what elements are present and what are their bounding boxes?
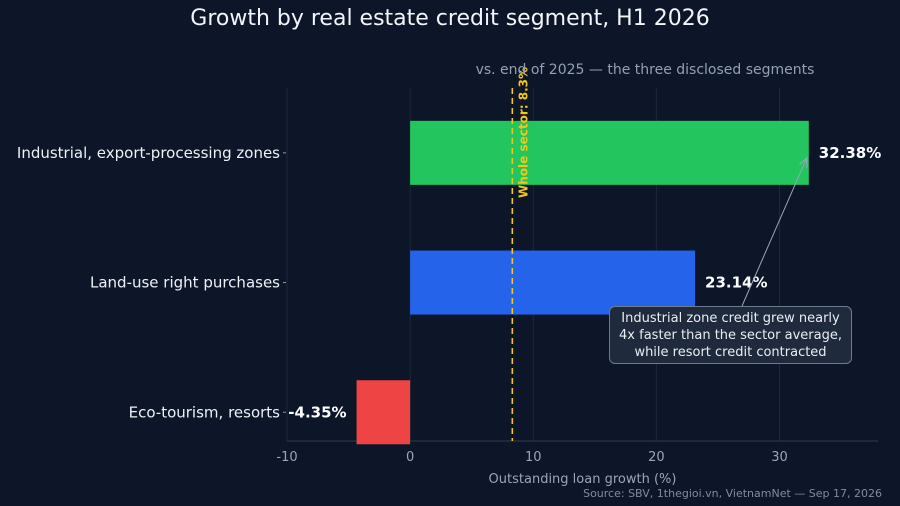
x-tick-label-0: -10 xyxy=(276,450,297,465)
bar-2 xyxy=(356,380,411,445)
x-axis-label: Outstanding loan growth (%) xyxy=(489,472,677,487)
x-tick-label-4: 30 xyxy=(771,450,788,465)
value-label-1: 23.14% xyxy=(705,274,767,292)
x-tick-label-1: 0 xyxy=(406,450,414,465)
annotation-arrow-head xyxy=(799,156,808,168)
bar-0 xyxy=(410,120,809,185)
source-note: Source: SBV, 1thegioi.vn, VietnamNet — S… xyxy=(583,487,882,500)
reference-line-label: Whole sector: 8.3% xyxy=(516,67,530,198)
x-tick-label-2: 10 xyxy=(525,450,542,465)
annotation-callout: Industrial zone credit grew nearly 4x fa… xyxy=(609,306,852,364)
annotation-arrow-line xyxy=(741,157,808,307)
value-label-2: -4.35% xyxy=(288,403,346,421)
chart-title: Growth by real estate credit segment, H1… xyxy=(190,6,710,31)
chart-subtitle: vs. end of 2025 — the three disclosed se… xyxy=(475,62,815,78)
category-label-0: Industrial, export-processing zones xyxy=(17,144,280,162)
x-tick-label-3: 20 xyxy=(648,450,665,465)
category-label-1: Land-use right purchases xyxy=(90,274,280,292)
bar-1 xyxy=(410,250,696,315)
category-label-2: Eco-tourism, resorts xyxy=(129,403,281,421)
value-label-0: 32.38% xyxy=(819,144,881,162)
